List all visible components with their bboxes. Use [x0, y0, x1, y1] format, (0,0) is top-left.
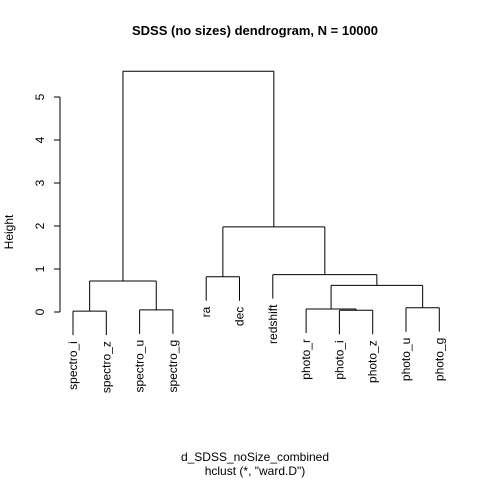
y-tick-label: 3 [33, 179, 47, 186]
leaf-label: spectro_u [133, 340, 147, 393]
leaf-label: spectro_i [66, 341, 80, 390]
dendrogram-branches [73, 71, 439, 335]
x-axis-label: d_SDSS_noSize_combined [181, 450, 329, 464]
leaf-label: photo_i [332, 340, 346, 379]
leaf-label: ra [199, 306, 213, 317]
leaf-label: photo_z [366, 340, 380, 383]
y-tick-label: 2 [33, 222, 47, 229]
leaf-labels: spectro_i spectro_z spectro_u spectro_g ra de… [66, 304, 446, 393]
leaf-label: photo_r [299, 339, 313, 380]
leaf-label: dec [233, 307, 247, 326]
leaf-label: photo_u [399, 338, 413, 381]
leaf-label: photo_g [432, 338, 446, 381]
y-tick-label: 1 [33, 265, 47, 272]
y-tick-label: 0 [33, 308, 47, 315]
y-tick-label: 5 [33, 93, 47, 100]
leaf-label: spectro_g [166, 340, 180, 393]
leaf-label: spectro_z [99, 341, 113, 393]
chart-title: SDSS (no sizes) dendrogram, N = 10000 [132, 23, 378, 38]
y-axis-label: Height [2, 214, 16, 249]
y-tick-label: 4 [33, 136, 47, 143]
y-axis: 0 1 2 3 4 5 [33, 93, 60, 315]
leaf-label: redshift [266, 304, 280, 344]
method-label: hclust (*, "ward.D") [205, 464, 306, 478]
